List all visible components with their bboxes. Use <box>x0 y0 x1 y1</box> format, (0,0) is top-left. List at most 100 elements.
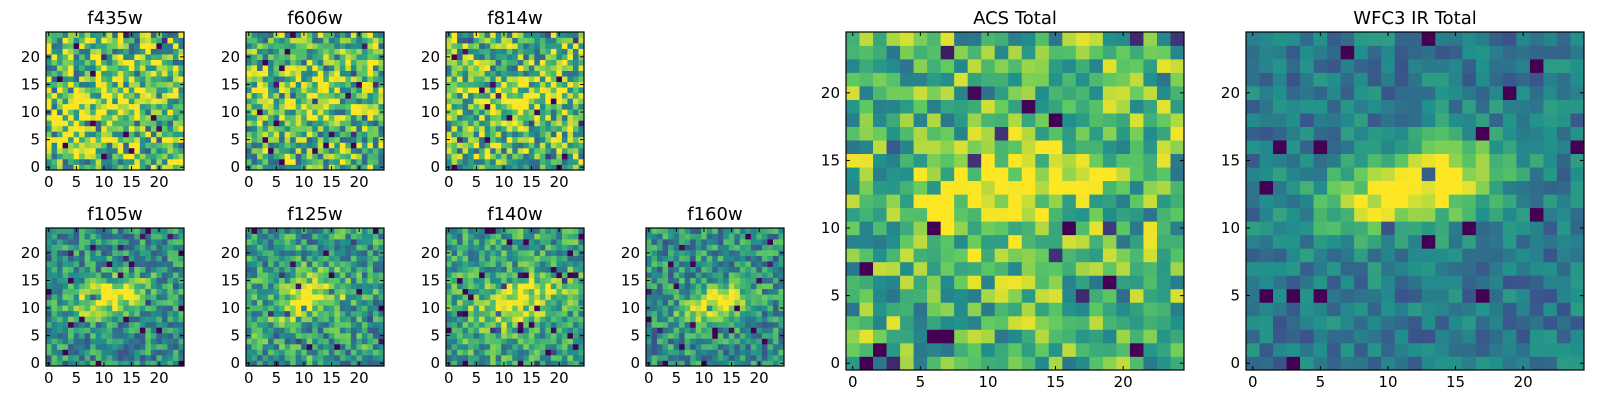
heatmap-cell <box>361 321 368 328</box>
heatmap-cell <box>684 327 691 334</box>
heatmap-cell <box>512 239 519 245</box>
heatmap-cell <box>1170 261 1185 276</box>
heatmap-cell <box>295 283 302 290</box>
heatmap-cell <box>51 76 58 83</box>
heatmap-cell <box>567 250 574 256</box>
heatmap-cell <box>51 233 58 240</box>
heatmap-cell <box>150 354 157 361</box>
heatmap-cell <box>117 153 124 160</box>
heatmap-cell <box>646 321 652 328</box>
heatmap-cell <box>312 354 319 361</box>
heatmap-cell <box>345 310 352 317</box>
heatmap-cell <box>572 48 579 55</box>
heatmap-cell <box>345 338 352 345</box>
heatmap-cell <box>1156 356 1171 371</box>
heatmap-cell <box>73 332 80 339</box>
heatmap-cell <box>317 261 324 267</box>
heatmap-cell <box>550 65 557 71</box>
heatmap-cell <box>279 48 285 55</box>
heatmap-cell <box>873 194 887 209</box>
heatmap-cell <box>679 239 685 245</box>
heatmap-cell <box>523 125 530 132</box>
heatmap-cell <box>517 120 524 127</box>
heatmap-cell <box>68 233 74 240</box>
heatmap-cell <box>528 136 535 143</box>
heatmap-cell <box>523 131 530 138</box>
heatmap-cell <box>523 59 530 66</box>
heatmap-cell <box>578 114 585 121</box>
heatmap-cell <box>446 125 452 132</box>
heatmap-cell <box>312 98 319 105</box>
heatmap-cell <box>706 239 713 245</box>
heatmap-cell <box>251 255 258 262</box>
heatmap-cell <box>306 54 313 60</box>
heatmap-cell <box>167 70 174 77</box>
heatmap-cell <box>734 343 741 350</box>
heatmap-cell <box>284 81 291 88</box>
heatmap-cell <box>90 114 97 121</box>
heatmap-cell <box>178 59 185 66</box>
heatmap-cell <box>900 275 914 290</box>
heatmap-cell <box>367 321 374 328</box>
heatmap-cell <box>178 233 185 240</box>
heatmap-cell <box>695 277 702 284</box>
heatmap-cell <box>312 125 319 132</box>
heatmap-cell <box>339 239 346 245</box>
heatmap-cell <box>673 277 680 284</box>
heatmap-cell <box>90 283 97 290</box>
heatmap-cell <box>339 153 346 160</box>
heatmap-cell <box>57 299 63 306</box>
heatmap-cell <box>690 343 697 350</box>
heatmap-cell <box>323 250 330 256</box>
heatmap-cell <box>172 316 179 323</box>
heatmap-cell <box>84 310 91 317</box>
heatmap-cell <box>284 147 291 154</box>
heatmap-cell <box>457 76 463 83</box>
heatmap-cell <box>539 120 546 127</box>
heatmap-cell <box>657 250 663 256</box>
heatmap-cell <box>339 360 346 367</box>
heatmap-cell <box>662 244 669 251</box>
heatmap-cell <box>268 48 274 55</box>
heatmap-cell <box>128 321 135 328</box>
heatmap-cell <box>134 338 141 345</box>
heatmap-cell <box>167 158 174 165</box>
heatmap-cell <box>84 228 91 234</box>
heatmap-cell <box>251 360 258 367</box>
heatmap-cell <box>1143 356 1158 371</box>
heatmap-cell <box>178 354 185 361</box>
heatmap-cell <box>723 305 730 312</box>
heatmap-cell <box>484 321 491 328</box>
heatmap-cell <box>651 250 658 256</box>
heatmap-cell <box>484 288 491 295</box>
heatmap-cell <box>473 349 480 356</box>
heatmap-cell <box>150 147 157 154</box>
heatmap-cell <box>90 239 97 245</box>
heatmap-cell <box>312 255 319 262</box>
heatmap-cell <box>479 103 485 110</box>
heatmap-cell <box>134 131 141 138</box>
heatmap-cell <box>378 120 385 127</box>
heatmap-cell <box>967 248 982 263</box>
heatmap-cell <box>539 277 546 284</box>
heatmap-cell <box>145 316 152 323</box>
heatmap-cell <box>273 158 280 165</box>
heatmap-cell <box>723 354 730 361</box>
heatmap-cell <box>161 125 168 132</box>
heatmap-cell <box>473 87 480 94</box>
heatmap-cell <box>268 120 274 127</box>
heatmap-cell <box>128 70 135 77</box>
heatmap-cell <box>301 266 308 273</box>
heatmap-cell <box>378 147 385 154</box>
heatmap-cell <box>767 332 774 339</box>
heatmap-cell <box>501 299 508 306</box>
heatmap-cell <box>251 327 258 334</box>
heatmap-cell <box>927 342 941 357</box>
heatmap-cell <box>367 261 374 267</box>
heatmap-cell <box>501 54 508 60</box>
heatmap-cell <box>572 109 579 116</box>
heatmap-cell <box>172 288 179 295</box>
heatmap-cell <box>506 283 513 290</box>
heatmap-cell <box>495 316 502 323</box>
heatmap-cell <box>273 54 280 60</box>
